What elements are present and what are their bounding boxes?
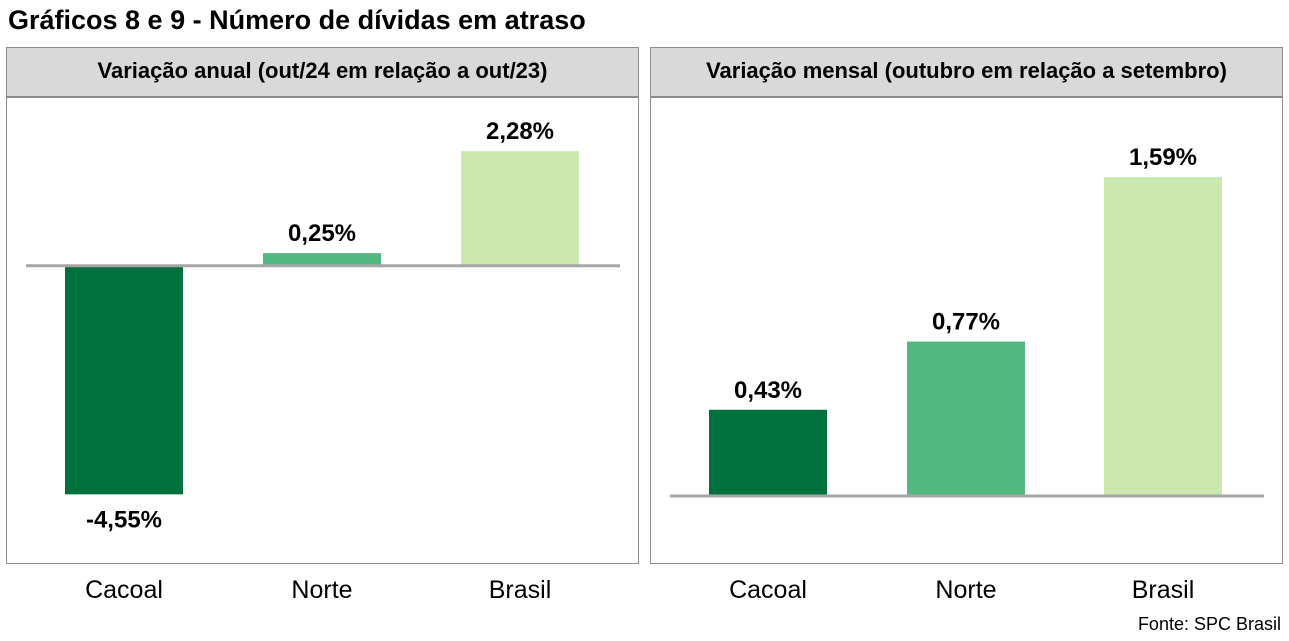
annual-bar-norte: [263, 253, 381, 266]
monthly-category-label-norte: Norte: [935, 576, 996, 604]
annual-value-label-brasil: 2,28%: [486, 118, 554, 145]
monthly-bar-norte: [907, 341, 1025, 496]
monthly-category-label-cacoal: Cacoal: [729, 576, 807, 604]
monthly-chart-title: Variação mensal (outubro em relação a se…: [651, 48, 1282, 98]
annual-value-label-norte: 0,25%: [288, 220, 356, 247]
monthly-value-label-norte: 0,77%: [932, 309, 1000, 336]
annual-bar-brasil: [461, 151, 579, 266]
annual-category-label-cacoal: Cacoal: [85, 576, 163, 604]
monthly-category-label-brasil: Brasil: [1132, 576, 1195, 604]
annual-category-label-brasil: Brasil: [489, 576, 552, 604]
source-note: Fonte: SPC Brasil: [1137, 614, 1281, 634]
monthly-bar-brasil: [1104, 177, 1222, 496]
monthly-value-label-brasil: 1,59%: [1129, 144, 1197, 171]
annual-value-label-cacoal: -4,55%: [86, 506, 162, 533]
annual-category-label-norte: Norte: [291, 576, 352, 604]
monthly-bar-cacoal: [709, 409, 827, 496]
monthly-value-label-cacoal: 0,43%: [734, 377, 802, 404]
annual-bar-cacoal: [65, 265, 183, 495]
annual-chart-title: Variação anual (out/24 em relação a out/…: [7, 48, 638, 98]
main-title: Gráficos 8 e 9 - Número de dívidas em at…: [8, 5, 586, 35]
